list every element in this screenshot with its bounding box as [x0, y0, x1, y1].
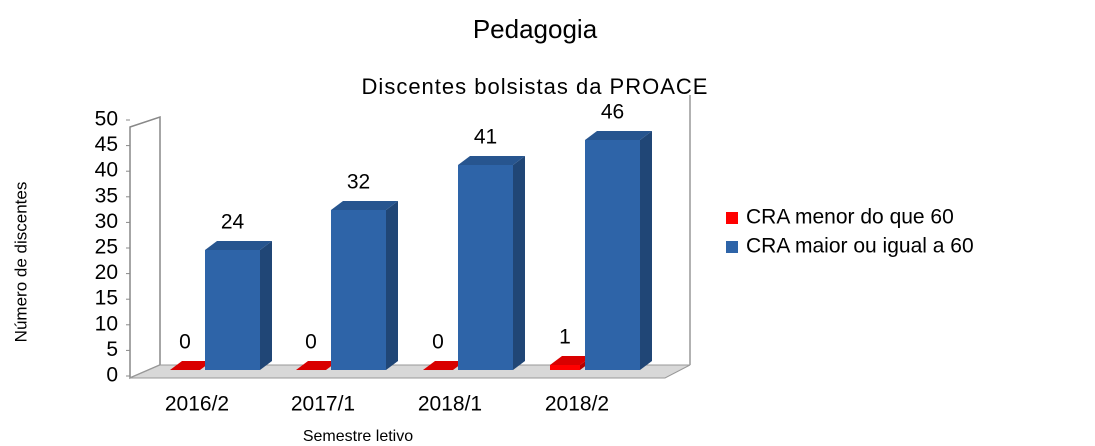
- bar: [170, 361, 212, 371]
- legend-swatch: [726, 241, 738, 253]
- bar-top: [296, 361, 338, 370]
- bar-top: [458, 156, 525, 165]
- bar-top: [550, 356, 592, 365]
- data-label: 0: [179, 331, 191, 354]
- y-tick-label: 5: [106, 338, 118, 361]
- y-tick-label: 50: [95, 108, 118, 131]
- y-tick-label: 35: [95, 184, 118, 207]
- data-label: 32: [347, 171, 370, 194]
- y-tick-label: 40: [95, 159, 118, 182]
- y-tick-label: 25: [95, 236, 118, 259]
- bar: [423, 361, 465, 371]
- bar-front: [550, 365, 580, 370]
- bar: [205, 241, 272, 370]
- y-tick-label: 15: [95, 287, 118, 310]
- y-tick-label: 20: [95, 261, 118, 284]
- data-label: 46: [601, 101, 624, 124]
- bar-front: [205, 250, 260, 370]
- bar-top: [423, 361, 465, 370]
- x-tick-label: 2016/2: [165, 393, 229, 416]
- data-label: 41: [474, 126, 497, 149]
- x-tick-label: 2017/1: [291, 393, 355, 416]
- bar: [296, 361, 338, 371]
- bar: [585, 131, 652, 370]
- x-tick-label: 2018/1: [418, 393, 482, 416]
- legend-swatch: [726, 212, 738, 224]
- x-tick-label: 2018/2: [545, 393, 609, 416]
- left-wall: [129, 115, 161, 380]
- bar-top: [585, 131, 652, 140]
- bar-front: [585, 140, 640, 370]
- data-label: 1: [559, 326, 571, 349]
- data-label: 0: [432, 331, 444, 354]
- chart-title: Pedagogia: [473, 14, 598, 44]
- y-tick-label: 45: [95, 133, 118, 156]
- x-axis-label: Semestre letivo: [303, 428, 413, 445]
- legend-label: CRA maior ou igual a 60: [746, 235, 974, 258]
- chart-subtitle: Discentes bolsistas da PROACE: [362, 74, 709, 99]
- y-tick-label: 30: [95, 210, 118, 233]
- y-tick-label: 10: [95, 312, 118, 335]
- bar-side: [640, 131, 652, 370]
- legend-label: CRA menor do que 60: [746, 206, 954, 229]
- bar-front: [331, 210, 386, 370]
- bar-side: [260, 241, 272, 370]
- y-axis-label: Número de discentes: [11, 182, 30, 343]
- y-tick-label: 0: [106, 364, 118, 387]
- bar-top: [205, 241, 272, 250]
- bar-side: [386, 201, 398, 370]
- bar-side: [513, 156, 525, 370]
- bar: [331, 201, 398, 370]
- bar-front: [458, 165, 513, 370]
- data-label: 0: [305, 331, 317, 354]
- bar-top: [170, 361, 212, 370]
- bar-top: [331, 201, 398, 210]
- data-label: 24: [221, 211, 245, 234]
- bar: [458, 156, 525, 370]
